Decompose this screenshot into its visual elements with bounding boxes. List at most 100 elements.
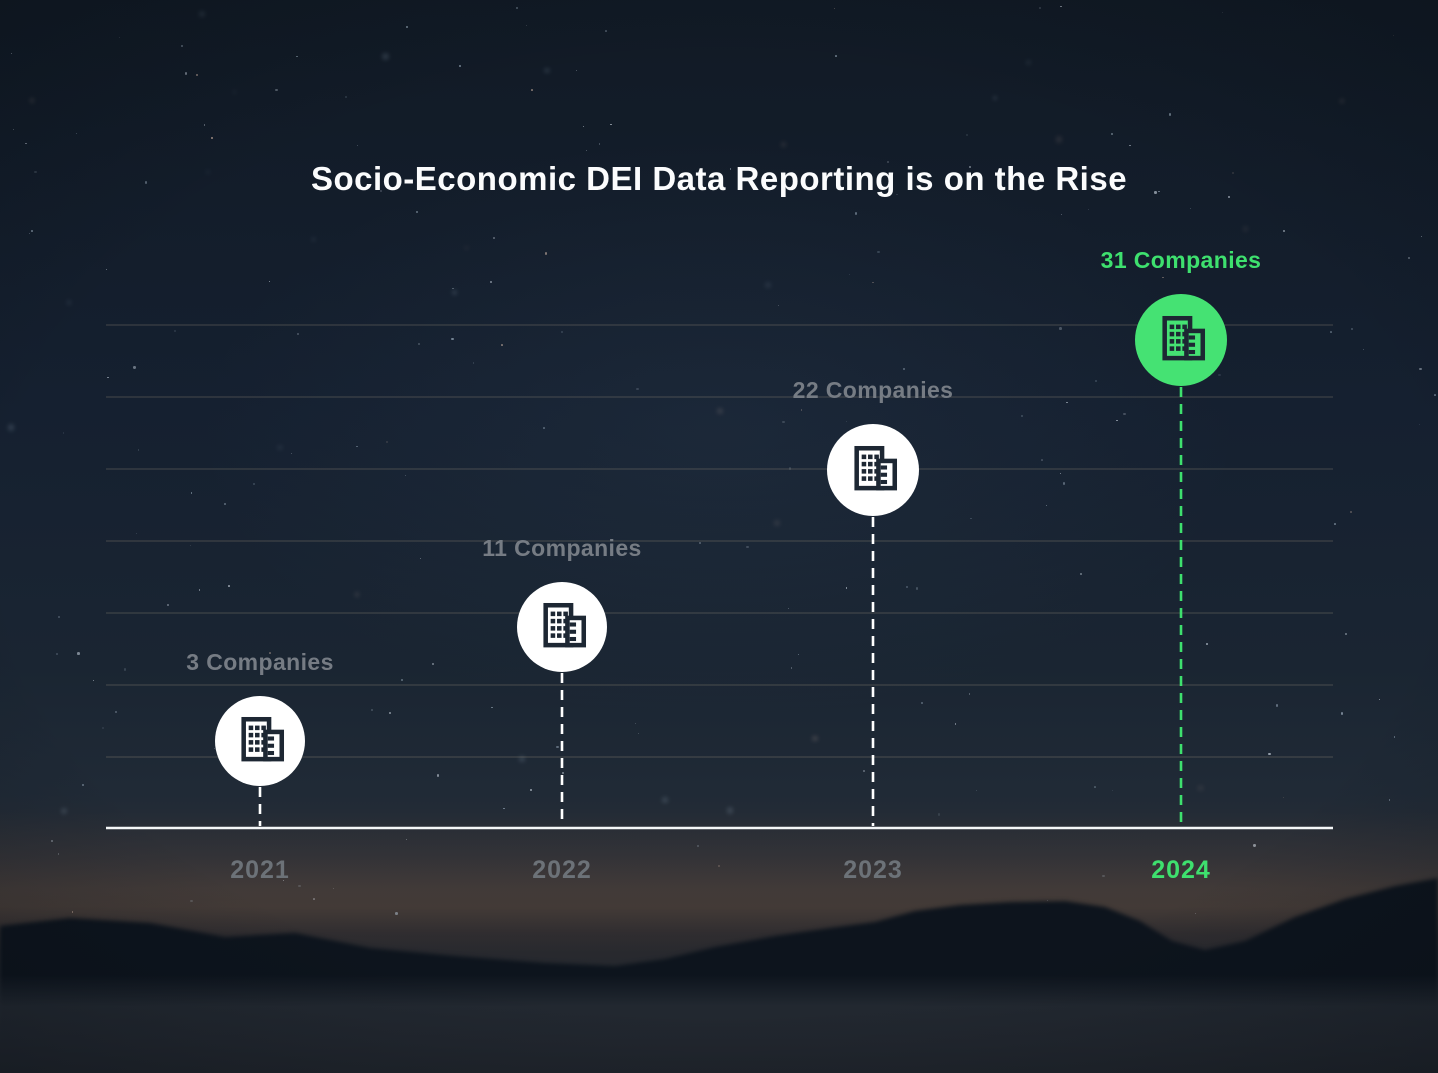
lake-fog	[0, 975, 1438, 1073]
company-marker-circle	[827, 424, 919, 516]
bokeh-star-dot	[1055, 136, 1063, 143]
star-dot	[887, 160, 890, 163]
star-dot	[118, 37, 120, 39]
star-dot	[57, 615, 61, 619]
star-dot	[420, 558, 422, 560]
bokeh-star-dot	[812, 735, 818, 741]
star-dot	[296, 55, 298, 58]
star-dot	[697, 845, 700, 848]
star-dot	[1221, 12, 1224, 14]
star-dot	[543, 427, 545, 430]
star-dot	[12, 128, 15, 131]
star-dot	[415, 210, 418, 213]
company-marker-circle	[215, 696, 305, 786]
bokeh-star-dot	[451, 289, 458, 296]
star-dot	[921, 701, 924, 704]
star-dot	[432, 662, 435, 665]
star-dot	[426, 185, 429, 188]
star-dot	[1362, 348, 1364, 351]
star-dot	[1253, 844, 1256, 847]
star-dot	[180, 45, 183, 48]
star-dot	[282, 879, 285, 881]
star-dot	[970, 517, 972, 519]
star-dot	[515, 7, 519, 10]
star-dot	[228, 584, 231, 587]
point-value-label: 11 Companies	[482, 535, 642, 561]
star-dot	[1058, 326, 1062, 330]
star-dot	[906, 586, 909, 589]
star-dot	[106, 269, 108, 271]
star-dot	[213, 747, 216, 749]
bokeh-star-dot	[29, 98, 34, 103]
star-dot	[699, 541, 702, 544]
star-dot	[332, 887, 335, 889]
bokeh-star-dot	[60, 807, 68, 815]
star-dot	[1378, 698, 1381, 701]
bokeh-star-dot	[780, 142, 786, 147]
star-dot	[1021, 414, 1023, 417]
horizon-glow	[0, 812, 1438, 952]
bokeh-star-dot	[1242, 226, 1249, 232]
star-dot	[1093, 785, 1096, 788]
star-dot	[1275, 704, 1279, 707]
star-dot	[296, 332, 299, 336]
building-icon	[543, 602, 587, 648]
star-dot	[1333, 523, 1336, 525]
star-dot	[1169, 113, 1172, 116]
star-dot	[966, 133, 969, 136]
star-dot	[269, 652, 271, 654]
star-dot	[560, 330, 563, 333]
bokeh-star-dot	[66, 300, 71, 305]
bokeh-star-dot	[205, 169, 210, 174]
star-dot	[1128, 144, 1131, 147]
star-dot	[196, 73, 199, 76]
star-dot	[144, 181, 148, 184]
star-dot	[77, 652, 80, 655]
star-dot	[370, 708, 373, 712]
bokeh-star-dot	[544, 68, 550, 74]
star-dot	[637, 733, 640, 735]
star-dot	[75, 132, 78, 134]
star-dot	[1046, 899, 1049, 902]
star-dot	[800, 409, 803, 412]
bokeh-star-dot	[354, 592, 360, 597]
star-dot	[406, 25, 409, 29]
star-dot	[1157, 190, 1160, 193]
star-dot	[968, 693, 971, 696]
star-dot	[556, 745, 559, 749]
building-icon	[854, 445, 898, 491]
star-dot	[1419, 368, 1422, 371]
star-dot	[389, 712, 392, 715]
bokeh-star-dot	[1339, 99, 1344, 103]
star-dot	[34, 170, 37, 174]
star-dot	[1039, 7, 1041, 9]
bokeh-star-dot	[199, 11, 206, 18]
star-dot	[1123, 412, 1126, 416]
star-dot	[211, 137, 213, 139]
star-dot	[298, 884, 301, 887]
bokeh-star-dot	[764, 281, 772, 289]
star-dot	[1341, 712, 1344, 715]
bokeh-star-dot	[382, 52, 389, 60]
star-dot	[224, 503, 226, 505]
star-dot	[356, 445, 358, 447]
star-dot	[605, 29, 607, 32]
star-dot	[1433, 394, 1436, 396]
axis-year-label: 2023	[843, 856, 903, 884]
star-dot	[1111, 789, 1114, 792]
star-dot	[395, 912, 398, 915]
star-dot	[1154, 191, 1157, 194]
bokeh-star-dot	[662, 797, 668, 803]
star-dot	[10, 52, 12, 54]
star-dot	[275, 88, 278, 92]
star-dot	[493, 237, 496, 239]
star-dot	[1218, 373, 1221, 376]
star-dot	[135, 532, 137, 534]
star-dot	[1388, 799, 1391, 801]
star-dot	[1349, 511, 1352, 514]
star-dot	[872, 281, 874, 284]
star-dot	[203, 124, 206, 126]
star-dot	[1116, 420, 1118, 422]
bokeh-star-dot	[773, 520, 780, 526]
